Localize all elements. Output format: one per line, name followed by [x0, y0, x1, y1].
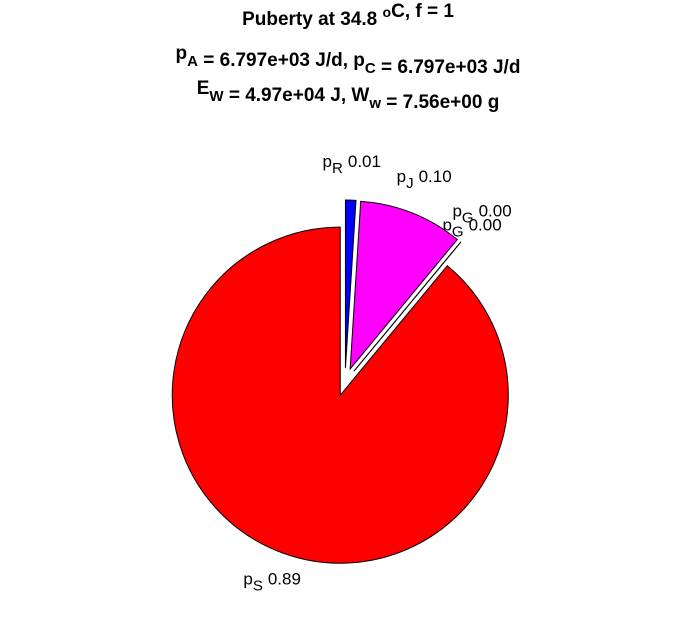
title-text: Puberty at 34.8 [242, 9, 382, 30]
label-value: 0.00 [469, 215, 502, 234]
label-base: p [397, 167, 406, 186]
pie-slice [353, 241, 462, 372]
label-base: p [323, 152, 332, 171]
title-text: = 7.56e+00 g [381, 92, 499, 113]
chart-title: EW = 4.97e+04 J, Ww = 7.56e+00 g [197, 78, 500, 113]
title-sub: C [365, 60, 376, 77]
slice-label: pJ 0.10 [397, 167, 452, 192]
label-base: p [452, 201, 461, 220]
title-sub: w [368, 95, 381, 112]
label-sub: J [406, 175, 414, 192]
label-sub: S [253, 577, 263, 594]
label-base: p [243, 569, 252, 588]
title-text: E [197, 78, 210, 99]
slice-label: pR 0.01 [323, 152, 381, 177]
label-value: 0.10 [419, 167, 452, 186]
label-sub: R [332, 160, 343, 177]
title-sup: o [383, 4, 392, 20]
title-sub: A [187, 53, 198, 70]
pie-slice [344, 199, 357, 369]
label-value: 0.00 [479, 201, 512, 220]
title-text: C, f = 1 [391, 1, 454, 22]
title-text: = 4.97e+04 J, W [224, 85, 370, 106]
title-text: p [176, 43, 188, 64]
title-sub: W [209, 88, 224, 105]
pie-slice [171, 226, 509, 564]
pie-slice [349, 200, 458, 371]
slice-label: pS 0.89 [243, 569, 301, 594]
slice-label: pG 0.00 [452, 201, 511, 226]
label-sub: G [452, 223, 464, 240]
chart-title: pA = 6.797e+03 J/d, pC = 6.797e+03 J/d [176, 43, 521, 78]
slice-label: pG 0.00 [442, 215, 501, 240]
title-text: = 6.797e+03 J/d [376, 57, 521, 78]
title-text: = 6.797e+03 J/d, p [198, 50, 365, 71]
label-value: 0.01 [348, 152, 381, 171]
label-base: p [442, 215, 451, 234]
chart-title: Puberty at 34.8 oC, f = 1 [242, 1, 454, 30]
label-value: 0.89 [268, 569, 301, 588]
label-sub: G [462, 209, 474, 226]
